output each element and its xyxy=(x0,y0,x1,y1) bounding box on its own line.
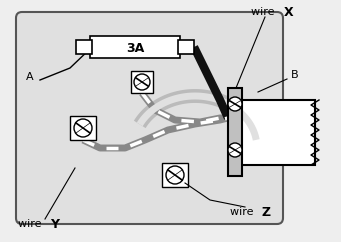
Bar xyxy=(178,40,194,54)
Bar xyxy=(76,40,92,54)
FancyBboxPatch shape xyxy=(16,12,283,224)
Bar xyxy=(131,71,153,93)
Text: Y: Y xyxy=(50,218,59,230)
Text: 3A: 3A xyxy=(126,43,144,55)
Circle shape xyxy=(228,143,242,157)
Bar xyxy=(228,88,242,176)
Circle shape xyxy=(134,74,150,90)
Text: B: B xyxy=(291,70,299,80)
Text: Z: Z xyxy=(262,205,271,219)
Bar xyxy=(240,100,315,165)
Circle shape xyxy=(166,166,184,184)
Text: wire: wire xyxy=(251,7,278,17)
Circle shape xyxy=(74,119,92,137)
Text: X: X xyxy=(284,6,294,18)
Text: A: A xyxy=(26,72,34,82)
Bar xyxy=(90,36,180,58)
Bar xyxy=(162,163,188,187)
Bar xyxy=(70,116,96,140)
Circle shape xyxy=(228,97,242,111)
Text: wire: wire xyxy=(18,219,45,229)
Text: wire: wire xyxy=(230,207,257,217)
